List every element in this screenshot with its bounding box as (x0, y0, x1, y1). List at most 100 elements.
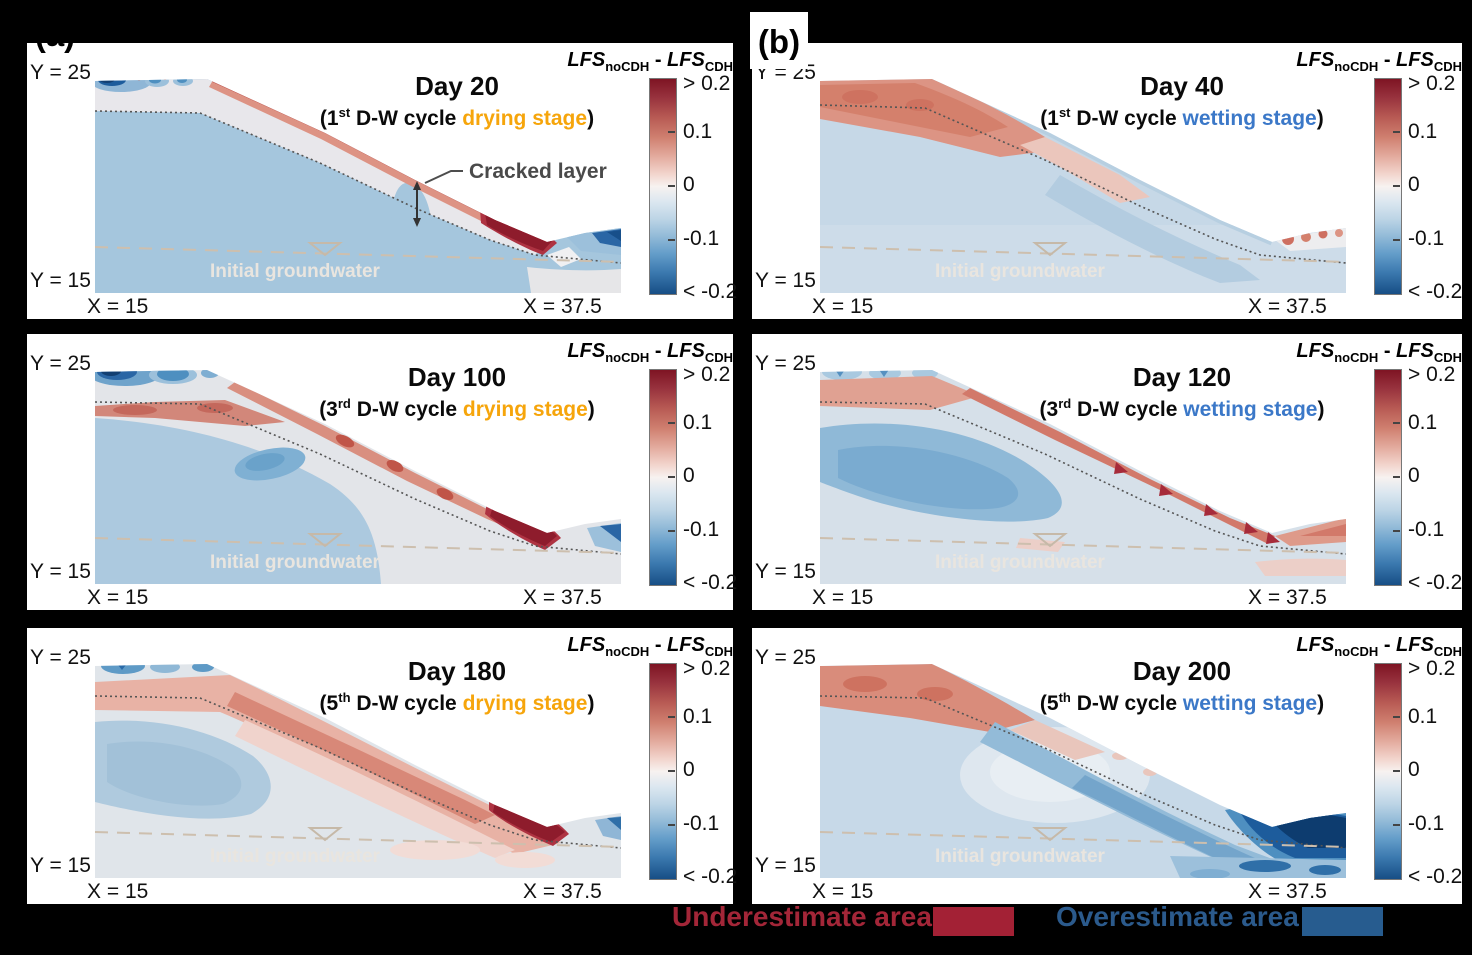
colorbar-tick: < -0.2 (1408, 571, 1463, 594)
colorbar-tick: < -0.2 (1408, 865, 1463, 888)
colorbar (1374, 78, 1402, 295)
cracked-layer-boundary-line (95, 695, 621, 849)
colorbar-tick: 0 (683, 464, 695, 487)
water-table-icon (307, 242, 343, 257)
cracked-layer-boundary-line (95, 110, 621, 264)
y-axis-bottom-label: Y = 15 (755, 854, 816, 877)
contour-svg-day-40: Initial groundwater (820, 79, 1346, 293)
colorbar-tick: 0.1 (683, 120, 713, 143)
legend-underestimate-swatch (933, 907, 1014, 936)
y-axis-top-label: Y = 25 (30, 646, 91, 669)
colorbar-tick: < -0.2 (683, 280, 738, 303)
colorbar-title: LFSnoCDH - LFSCDH (1296, 49, 1462, 74)
cracked-layer-annotation: Cracked layer (413, 160, 607, 227)
x-axis-left-label: X = 15 (87, 586, 149, 609)
water-table-icon (1032, 533, 1068, 548)
colorbar-tick: 0.1 (1408, 120, 1438, 143)
colorbar-tick: 0.1 (683, 705, 713, 728)
colorbar-tick: -0.1 (1408, 227, 1445, 250)
groundwater-label: Initial groundwater (210, 846, 381, 867)
contour-plot-day-200: Initial groundwater (820, 660, 1346, 878)
contour-svg-day-20: Initial groundwater Cracked layer (95, 79, 621, 293)
x-axis-left-label: X = 15 (812, 295, 874, 318)
colorbar-title: LFSnoCDH - LFSCDH (567, 49, 733, 74)
panel-day-200: Initial groundwater Y = 25 Y = 15 X = 15… (752, 628, 1462, 904)
y-axis-bottom-label: Y = 15 (755, 269, 816, 292)
y-axis-bottom-label: Y = 15 (30, 560, 91, 583)
water-table-icon (307, 827, 343, 842)
colorbar-tick: < -0.2 (683, 571, 738, 594)
colorbar-title: LFSnoCDH - LFSCDH (1296, 340, 1462, 365)
water-table-icon (307, 533, 343, 548)
figure-label-b: (b) (750, 12, 808, 69)
y-axis-top-label: Y = 25 (755, 646, 816, 669)
contour-plot-day-20: Initial groundwater Cracked layer (95, 75, 621, 293)
groundwater-label: Initial groundwater (935, 261, 1106, 282)
cracked-layer-boundary-line (820, 401, 1346, 555)
colorbar-tick: -0.1 (683, 227, 720, 250)
panel-day-120: Initial groundwater Y = 25 Y = 15 X = 15… (752, 334, 1462, 610)
contour-svg-day-100: Initial groundwater (95, 370, 621, 584)
cracked-layer-label: Cracked layer (469, 160, 607, 183)
contour-plot-day-120: Initial groundwater (820, 366, 1346, 584)
contour-svg-day-120: Initial groundwater (820, 370, 1346, 584)
panel-day-100: Initial groundwater Y = 25 Y = 15 X = 15… (27, 334, 737, 610)
contour-plot-day-40: Initial groundwater (820, 75, 1346, 293)
y-axis-bottom-label: Y = 15 (30, 854, 91, 877)
colorbar-tick: > 0.2 (1408, 657, 1456, 680)
colorbar-tick: -0.1 (1408, 812, 1445, 835)
colorbar-tick: 0.1 (1408, 411, 1438, 434)
colorbar-tick: > 0.2 (683, 657, 731, 680)
x-axis-left-label: X = 15 (87, 880, 149, 903)
colorbar-title: LFSnoCDH - LFSCDH (567, 340, 733, 365)
colorbar-tick: -0.1 (683, 518, 720, 541)
colorbar-tick: 0 (1408, 758, 1420, 781)
figure-label-a: (a) (27, 43, 83, 54)
cracked-layer-boundary-line (820, 695, 1346, 849)
contour-plot-day-180: Initial groundwater (95, 660, 621, 878)
y-axis-top-label: Y = 25 (30, 61, 91, 84)
water-table-icon (1032, 242, 1068, 257)
colorbar-title: LFSnoCDH - LFSCDH (1296, 634, 1462, 659)
legend-underestimate-label: Underestimate area (672, 901, 932, 932)
x-axis-left-label: X = 15 (812, 880, 874, 903)
groundwater-label: Initial groundwater (210, 552, 381, 573)
groundwater-label: Initial groundwater (210, 261, 381, 282)
groundwater-label: Initial groundwater (935, 552, 1106, 573)
panel-day-40: Initial groundwater Y = 25 Y = 15 X = 15… (752, 43, 1462, 319)
y-axis-top-label: Y = 25 (30, 352, 91, 375)
legend-overestimate-swatch (1302, 907, 1383, 936)
contour-fills (820, 664, 1346, 878)
contour-plot-day-100: Initial groundwater (95, 366, 621, 584)
colorbar-tick: > 0.2 (683, 363, 731, 386)
colorbar-tick: 0 (1408, 173, 1420, 196)
cracked-layer-boundary-line (820, 104, 1346, 264)
y-axis-top-label: Y = 25 (755, 352, 816, 375)
colorbar-tick: 0 (683, 173, 695, 196)
colorbar-tick: 0.1 (1408, 705, 1438, 728)
colorbar-tick: 0 (1408, 464, 1420, 487)
x-axis-right-label: X = 37.5 (1248, 586, 1327, 609)
colorbar-tick: > 0.2 (1408, 72, 1456, 95)
colorbar-tick: -0.1 (683, 812, 720, 835)
y-axis-bottom-label: Y = 15 (755, 560, 816, 583)
colorbar-tick: > 0.2 (1408, 363, 1456, 386)
y-axis-bottom-label: Y = 15 (30, 269, 91, 292)
colorbar-tick: > 0.2 (683, 72, 731, 95)
x-axis-left-label: X = 15 (87, 295, 149, 318)
colorbar-tick: < -0.2 (683, 865, 738, 888)
x-axis-right-label: X = 37.5 (523, 586, 602, 609)
water-table-icon (1032, 827, 1068, 842)
colorbar-tick: < -0.2 (1408, 280, 1463, 303)
legend-overestimate-label: Overestimate area (1056, 901, 1299, 932)
colorbar-tick: 0 (683, 758, 695, 781)
colorbar-tick: -0.1 (1408, 518, 1445, 541)
x-axis-right-label: X = 37.5 (1248, 295, 1327, 318)
panel-day-20: Initial groundwater Cracked layer Y = 25… (27, 43, 737, 319)
x-axis-left-label: X = 15 (812, 586, 874, 609)
cracked-layer-boundary-line (95, 401, 621, 555)
x-axis-right-label: X = 37.5 (523, 880, 602, 903)
contour-svg-day-200: Initial groundwater (820, 664, 1346, 878)
panel-day-180: Initial groundwater Y = 25 Y = 15 X = 15… (27, 628, 737, 904)
